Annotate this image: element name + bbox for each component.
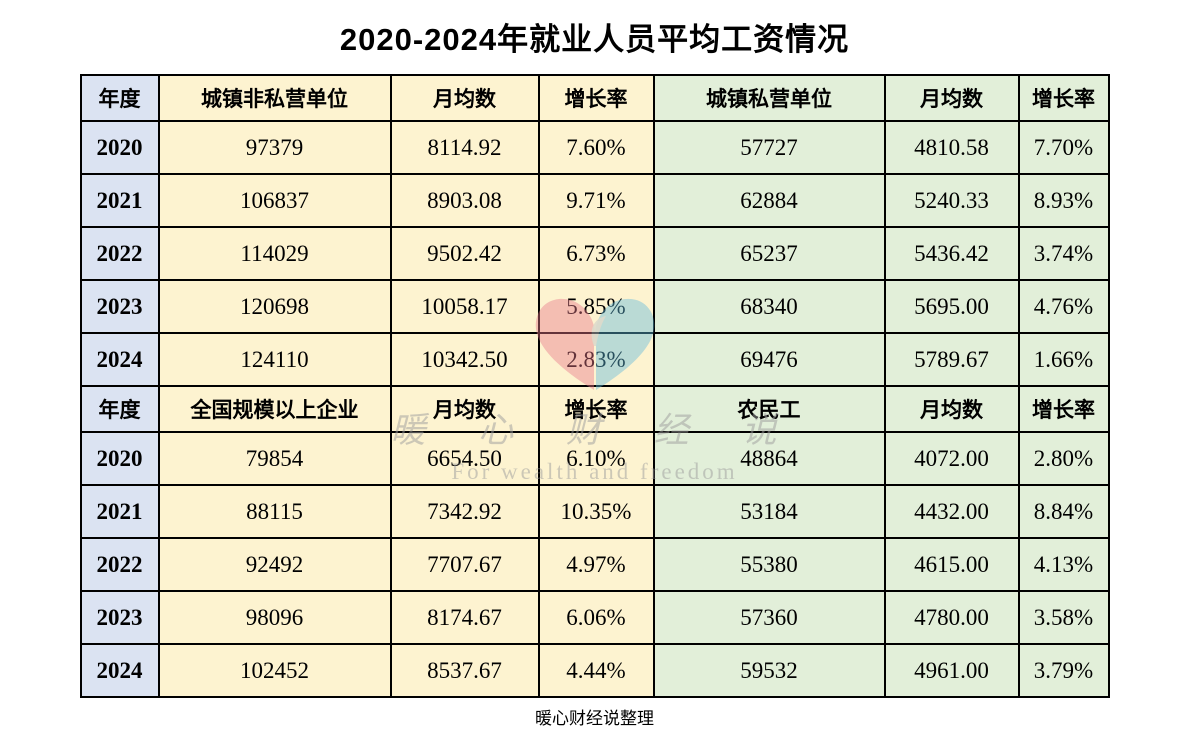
cell-growth-rate: 4.44%: [537, 643, 655, 698]
cell-monthly-avg: 4780.00: [883, 590, 1020, 645]
cell-monthly-avg: 5436.42: [883, 226, 1020, 281]
header-nonprivate-units: 城镇非私营单位: [157, 74, 392, 122]
cell-annual-wage: 88115: [157, 484, 392, 539]
cell-annual-wage: 98096: [157, 590, 392, 645]
cell-annual-wage: 97379: [157, 120, 392, 175]
header-monthly-avg: 月均数: [389, 385, 540, 433]
header-year: 年度: [79, 74, 160, 122]
cell-year: 2023: [79, 279, 160, 334]
cell-monthly-avg: 5695.00: [883, 279, 1020, 334]
cell-monthly-avg: 4810.58: [883, 120, 1020, 175]
cell-annual-wage: 65237: [652, 226, 886, 281]
cell-growth-rate: 4.76%: [1017, 279, 1110, 334]
cell-year: 2024: [79, 643, 160, 698]
cell-annual-wage: 114029: [157, 226, 392, 281]
cell-year: 2020: [79, 431, 160, 486]
cell-year: 2020: [79, 120, 160, 175]
cell-monthly-avg: 10058.17: [389, 279, 540, 334]
cell-monthly-avg: 8174.67: [389, 590, 540, 645]
cell-monthly-avg: 4961.00: [883, 643, 1020, 698]
cell-year: 2024: [79, 332, 160, 387]
source-note: 暖心财经说整理: [535, 709, 654, 728]
cell-year: 2022: [79, 226, 160, 281]
table-row: 2024 124110 10342.50 2.83% 69476 5789.67…: [79, 332, 1110, 387]
cell-growth-rate: 1.66%: [1017, 332, 1110, 387]
cell-growth-rate: 8.84%: [1017, 484, 1110, 539]
cell-annual-wage: 57360: [652, 590, 886, 645]
table-header-row: 年度 城镇非私营单位 月均数 增长率 城镇私营单位 月均数 增长率: [79, 74, 1110, 122]
cell-year: 2023: [79, 590, 160, 645]
cell-annual-wage: 68340: [652, 279, 886, 334]
wage-table: 年度 城镇非私营单位 月均数 增长率 城镇私营单位 月均数 增长率 2020 9…: [79, 74, 1110, 698]
cell-annual-wage: 62884: [652, 173, 886, 228]
cell-monthly-avg: 4072.00: [883, 431, 1020, 486]
cell-monthly-avg: 9502.42: [389, 226, 540, 281]
cell-annual-wage: 120698: [157, 279, 392, 334]
cell-year: 2021: [79, 173, 160, 228]
table-row: 2023 120698 10058.17 5.85% 68340 5695.00…: [79, 279, 1110, 334]
table-row: 2021 88115 7342.92 10.35% 53184 4432.00 …: [79, 484, 1110, 539]
cell-annual-wage: 102452: [157, 643, 392, 698]
header-migrant-workers: 农民工: [652, 385, 886, 433]
cell-monthly-avg: 8537.67: [389, 643, 540, 698]
cell-annual-wage: 53184: [652, 484, 886, 539]
cell-growth-rate: 4.97%: [537, 537, 655, 592]
cell-growth-rate: 3.79%: [1017, 643, 1110, 698]
cell-growth-rate: 7.70%: [1017, 120, 1110, 175]
header-monthly-avg: 月均数: [883, 385, 1020, 433]
header-monthly-avg: 月均数: [883, 74, 1020, 122]
table-row: 2020 79854 6654.50 6.10% 48864 4072.00 2…: [79, 431, 1110, 486]
cell-monthly-avg: 7707.67: [389, 537, 540, 592]
header-growth-rate: 增长率: [537, 385, 655, 433]
header-growth-rate: 增长率: [1017, 74, 1110, 122]
table-header-row: 年度 全国规模以上企业 月均数 增长率 农民工 月均数 增长率: [79, 385, 1110, 433]
cell-annual-wage: 57727: [652, 120, 886, 175]
header-growth-rate: 增长率: [1017, 385, 1110, 433]
cell-growth-rate: 3.58%: [1017, 590, 1110, 645]
cell-growth-rate: 8.93%: [1017, 173, 1110, 228]
cell-monthly-avg: 4432.00: [883, 484, 1020, 539]
cell-annual-wage: 124110: [157, 332, 392, 387]
cell-growth-rate: 6.06%: [537, 590, 655, 645]
cell-growth-rate: 3.74%: [1017, 226, 1110, 281]
cell-growth-rate: 6.73%: [537, 226, 655, 281]
header-year: 年度: [79, 385, 160, 433]
cell-monthly-avg: 6654.50: [389, 431, 540, 486]
cell-growth-rate: 4.13%: [1017, 537, 1110, 592]
cell-monthly-avg: 4615.00: [883, 537, 1020, 592]
page-title: 2020-2024年就业人员平均工资情况: [339, 22, 850, 57]
cell-monthly-avg: 7342.92: [389, 484, 540, 539]
header-monthly-avg: 月均数: [389, 74, 540, 122]
cell-monthly-avg: 8114.92: [389, 120, 540, 175]
cell-growth-rate: 5.85%: [537, 279, 655, 334]
cell-monthly-avg: 5789.67: [883, 332, 1020, 387]
cell-growth-rate: 6.10%: [537, 431, 655, 486]
cell-growth-rate: 9.71%: [537, 173, 655, 228]
header-growth-rate: 增长率: [537, 74, 655, 122]
header-private-units: 城镇私营单位: [652, 74, 886, 122]
cell-annual-wage: 92492: [157, 537, 392, 592]
cell-annual-wage: 79854: [157, 431, 392, 486]
cell-growth-rate: 2.83%: [537, 332, 655, 387]
cell-monthly-avg: 5240.33: [883, 173, 1020, 228]
cell-year: 2022: [79, 537, 160, 592]
cell-annual-wage: 59532: [652, 643, 886, 698]
cell-growth-rate: 2.80%: [1017, 431, 1110, 486]
cell-monthly-avg: 10342.50: [389, 332, 540, 387]
cell-year: 2021: [79, 484, 160, 539]
table-row: 2021 106837 8903.08 9.71% 62884 5240.33 …: [79, 173, 1110, 228]
table-row: 2022 114029 9502.42 6.73% 65237 5436.42 …: [79, 226, 1110, 281]
cell-growth-rate: 10.35%: [537, 484, 655, 539]
cell-annual-wage: 106837: [157, 173, 392, 228]
cell-annual-wage: 69476: [652, 332, 886, 387]
header-large-enterprises: 全国规模以上企业: [157, 385, 392, 433]
cell-annual-wage: 55380: [652, 537, 886, 592]
table-row: 2022 92492 7707.67 4.97% 55380 4615.00 4…: [79, 537, 1110, 592]
cell-annual-wage: 48864: [652, 431, 886, 486]
cell-monthly-avg: 8903.08: [389, 173, 540, 228]
table-row: 2024 102452 8537.67 4.44% 59532 4961.00 …: [79, 643, 1110, 698]
table-row: 2023 98096 8174.67 6.06% 57360 4780.00 3…: [79, 590, 1110, 645]
cell-growth-rate: 7.60%: [537, 120, 655, 175]
table-row: 2020 97379 8114.92 7.60% 57727 4810.58 7…: [79, 120, 1110, 175]
